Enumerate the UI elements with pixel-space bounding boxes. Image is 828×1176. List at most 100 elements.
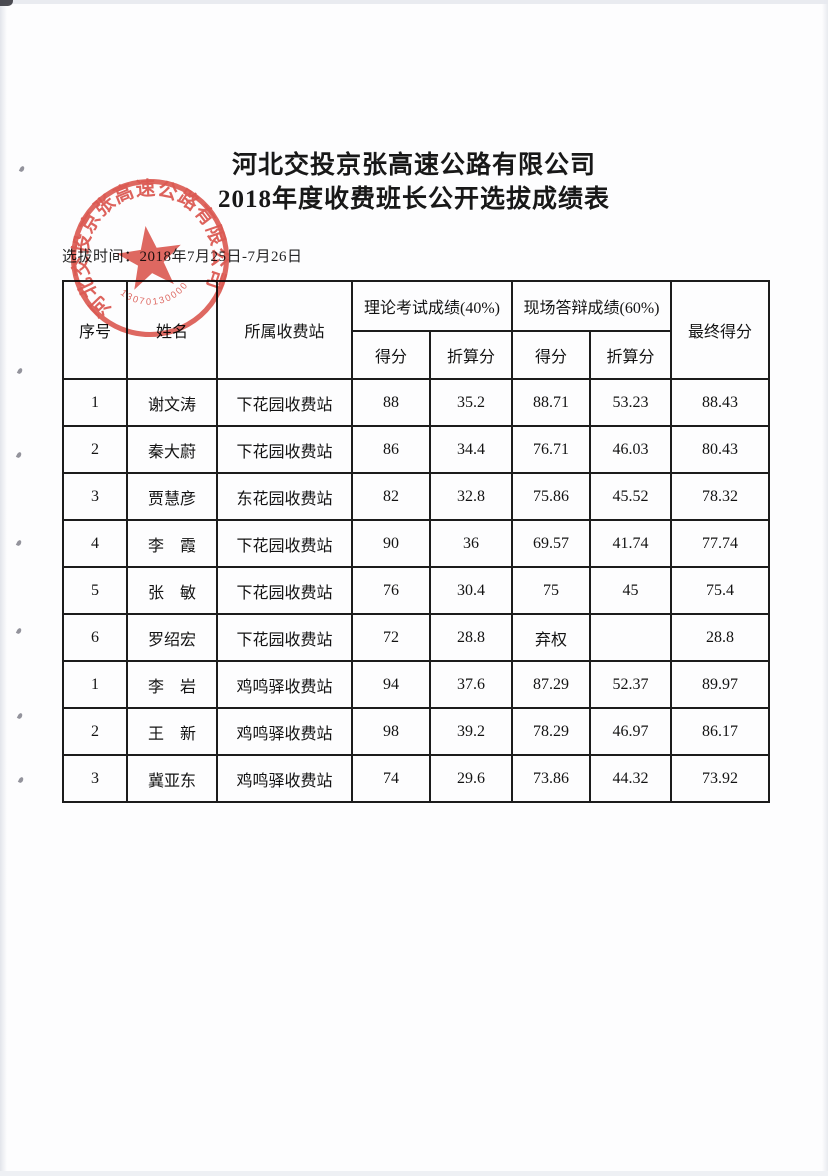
- cell-defense-weighted: 45.52: [589, 472, 672, 521]
- scan-speck: [17, 776, 25, 784]
- cell-seq: 2: [62, 425, 128, 474]
- cell-final: 77.74: [670, 519, 770, 568]
- header-group-defense: 现场答辩成绩(60%): [511, 280, 672, 332]
- header-theory-score: 得分: [351, 330, 431, 380]
- cell-defense-score: 73.86: [511, 754, 591, 803]
- table-row: 1 李 岩 鸡鸣驿收费站 94 37.6 87.29 52.37 89.97: [62, 660, 770, 709]
- cell-theory-weighted: 32.8: [429, 472, 513, 521]
- header-group-theory: 理论考试成绩(40%): [351, 280, 513, 332]
- table-row: 3 贾慧彦 东花园收费站 82 32.8 75.86 45.52 78.32: [62, 472, 770, 521]
- cell-defense-score: 69.57: [511, 519, 591, 568]
- table-row: 1 谢文涛 下花园收费站 88 35.2 88.71 53.23 88.43: [62, 378, 770, 427]
- cell-seq: 3: [62, 472, 128, 521]
- header-final: 最终得分: [670, 280, 770, 380]
- cell-defense-weighted: 53.23: [589, 378, 672, 427]
- cell-theory-weighted: 39.2: [429, 707, 513, 756]
- scan-edge-top: [0, 0, 828, 4]
- cell-theory-weighted: 35.2: [429, 378, 513, 427]
- document-title-line2: 2018年度收费班长公开选拔成绩表: [217, 186, 610, 213]
- cell-theory-score: 72: [351, 613, 431, 662]
- cell-station: 下花园收费站: [216, 566, 353, 615]
- header-seq: 序号: [62, 280, 128, 380]
- cell-station: 下花园收费站: [216, 519, 353, 568]
- cell-seq: 5: [62, 566, 128, 615]
- cell-station: 下花园收费站: [216, 613, 353, 662]
- cell-seq: 2: [62, 707, 128, 756]
- cell-final: 28.8: [670, 613, 770, 662]
- cell-final: 75.4: [670, 566, 770, 615]
- cell-defense-weighted: 44.32: [589, 754, 672, 803]
- cell-final: 88.43: [670, 378, 770, 427]
- table-row: 4 李 霞 下花园收费站 90 36 69.57 41.74 77.74: [62, 519, 770, 568]
- cell-name: 冀亚东: [126, 754, 218, 803]
- scan-edge-right: [822, 0, 828, 1176]
- cell-theory-score: 76: [351, 566, 431, 615]
- cell-seq: 1: [62, 378, 128, 427]
- cell-theory-score: 94: [351, 660, 431, 709]
- cell-defense-score: 75: [511, 566, 591, 615]
- cell-name: 王 新: [126, 707, 218, 756]
- cell-seq: 1: [62, 660, 128, 709]
- cell-theory-score: 86: [351, 425, 431, 474]
- cell-name: 谢文涛: [126, 378, 218, 427]
- cell-theory-score: 82: [351, 472, 431, 521]
- cell-defense-score: 87.29: [511, 660, 591, 709]
- scan-corner-smudge: [0, 0, 13, 6]
- header-station: 所属收费站: [216, 280, 353, 380]
- cell-final: 78.32: [670, 472, 770, 521]
- scan-speck: [16, 367, 24, 375]
- document-title-line1: 河北交投京张高速公路有限公司: [231, 152, 596, 179]
- scan-speck: [15, 627, 23, 635]
- cell-defense-score: 78.29: [511, 707, 591, 756]
- cell-station: 鸡鸣驿收费站: [216, 660, 353, 709]
- cell-name: 贾慧彦: [126, 472, 218, 521]
- cell-seq: 4: [62, 519, 128, 568]
- cell-name: 李 霞: [126, 519, 218, 568]
- cell-theory-weighted: 37.6: [429, 660, 513, 709]
- cell-final: 80.43: [670, 425, 770, 474]
- document-title: 河北交投京张高速公路有限公司 2018年度收费班长公开选拔成绩表: [0, 149, 828, 217]
- cell-theory-score: 74: [351, 754, 431, 803]
- cell-defense-weighted: 46.97: [589, 707, 672, 756]
- scan-edge-bottom: [0, 1171, 828, 1176]
- cell-final: 86.17: [670, 707, 770, 756]
- table-row: 3 冀亚东 鸡鸣驿收费站 74 29.6 73.86 44.32 73.92: [62, 754, 770, 803]
- table-header-row-2: 得分 折算分 得分 折算分: [63, 330, 769, 380]
- cell-station: 下花园收费站: [216, 378, 353, 427]
- cell-theory-weighted: 30.4: [429, 566, 513, 615]
- scan-edge-left: [0, 0, 7, 1176]
- cell-final: 73.92: [670, 754, 770, 803]
- cell-theory-score: 88: [351, 378, 431, 427]
- cell-defense-score: 88.71: [511, 378, 591, 427]
- header-defense-score: 得分: [511, 330, 591, 380]
- score-table: 序号 姓名 所属收费站 理论考试成绩(40%) 现场答辩成绩(60%) 最终得分…: [62, 280, 770, 803]
- table-row: 2 秦大蔚 下花园收费站 86 34.4 76.71 46.03 80.43: [62, 425, 770, 474]
- cell-defense-weighted: 52.37: [589, 660, 672, 709]
- cell-station: 东花园收费站: [216, 472, 353, 521]
- cell-defense-score: 76.71: [511, 425, 591, 474]
- cell-seq: 3: [62, 754, 128, 803]
- cell-name: 张 敏: [126, 566, 218, 615]
- cell-name: 秦大蔚: [126, 425, 218, 474]
- cell-defense-weighted: 45: [589, 566, 672, 615]
- cell-final: 89.97: [670, 660, 770, 709]
- scan-speck: [15, 451, 23, 459]
- header-theory-weighted: 折算分: [429, 330, 513, 380]
- table-row: 6 罗绍宏 下花园收费站 72 28.8 弃权 28.8: [62, 613, 770, 662]
- table-header-row-1: 序号 姓名 所属收费站 理论考试成绩(40%) 现场答辩成绩(60%) 最终得分: [62, 280, 770, 380]
- cell-name: 罗绍宏: [126, 613, 218, 662]
- cell-defense-weighted: 41.74: [589, 519, 672, 568]
- cell-theory-weighted: 29.6: [429, 754, 513, 803]
- cell-defense-weighted: 46.03: [589, 425, 672, 474]
- cell-name: 李 岩: [126, 660, 218, 709]
- cell-theory-weighted: 34.4: [429, 425, 513, 474]
- cell-station: 鸡鸣驿收费站: [216, 754, 353, 803]
- table-row: 5 张 敏 下花园收费站 76 30.4 75 45 75.4: [62, 566, 770, 615]
- cell-seq: 6: [62, 613, 128, 662]
- header-name: 姓名: [126, 280, 218, 380]
- cell-theory-score: 98: [351, 707, 431, 756]
- cell-defense-score: 75.86: [511, 472, 591, 521]
- scan-speck: [15, 539, 23, 547]
- header-defense-weighted: 折算分: [589, 330, 672, 380]
- cell-theory-weighted: 28.8: [429, 613, 513, 662]
